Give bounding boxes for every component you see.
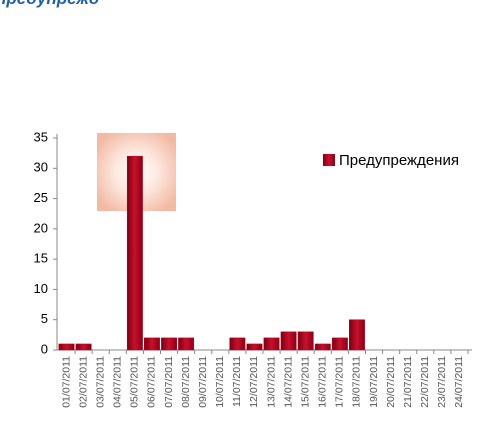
bar <box>229 337 246 351</box>
x-tick-label: 08/07/2011 <box>180 356 192 408</box>
x-tick-label: 02/07/2011 <box>77 356 89 408</box>
y-tick-label: 30 <box>34 160 48 175</box>
x-tick-label: 11/07/2011 <box>231 356 243 407</box>
x-tick-label: 19/07/2011 <box>368 356 380 408</box>
y-tick-label: 15 <box>34 251 48 266</box>
legend-swatch <box>323 154 335 166</box>
x-tick-label: 23/07/2011 <box>436 356 448 408</box>
bar <box>297 331 314 351</box>
x-tick-label: 12/07/2011 <box>248 356 260 408</box>
y-tick-label: 5 <box>41 311 48 326</box>
bar <box>161 337 177 351</box>
x-tick-label: 09/07/2011 <box>197 356 209 408</box>
bar <box>349 319 365 351</box>
y-tick-label: 25 <box>34 190 48 205</box>
x-tick-label: 06/07/2011 <box>146 356 158 408</box>
bar <box>75 343 92 351</box>
bar <box>331 337 348 351</box>
y-tick-label: 10 <box>34 281 48 296</box>
x-tick-label: 22/07/2011 <box>419 356 431 408</box>
x-tick-label: 24/07/2011 <box>453 356 465 408</box>
legend-label: Предупреждения <box>339 152 459 169</box>
bar <box>178 337 195 351</box>
x-tick-label: 16/07/2011 <box>317 356 329 408</box>
x-tick-label: 20/07/2011 <box>385 356 397 408</box>
bar <box>263 337 280 351</box>
bar <box>144 337 160 351</box>
bar <box>126 155 143 351</box>
x-tick-label: 05/07/2011 <box>129 356 141 408</box>
bar <box>280 331 297 351</box>
x-tick-label: 15/07/2011 <box>299 356 311 408</box>
x-tick-label: 14/07/2011 <box>282 356 294 408</box>
y-tick-label: 0 <box>41 341 48 356</box>
x-tick-label: 18/07/2011 <box>351 356 363 408</box>
x-tick-label: 17/07/2011 <box>334 356 346 408</box>
x-tick-label: 13/07/2011 <box>265 356 277 408</box>
bar <box>314 343 331 351</box>
y-tick-label: 20 <box>34 220 48 235</box>
x-tick-label: 07/07/2011 <box>163 356 175 408</box>
x-tick-label: 03/07/2011 <box>94 356 106 408</box>
x-tick-label: 10/07/2011 <box>214 356 226 408</box>
chart-title: предупрежд <box>0 0 99 8</box>
bar <box>58 343 75 351</box>
x-tick-label: 04/07/2011 <box>112 356 124 408</box>
y-tick-label: 35 <box>34 129 48 144</box>
bar <box>246 343 263 351</box>
x-tick-label: 01/07/2011 <box>60 356 72 408</box>
x-tick-label: 21/07/2011 <box>402 356 414 408</box>
